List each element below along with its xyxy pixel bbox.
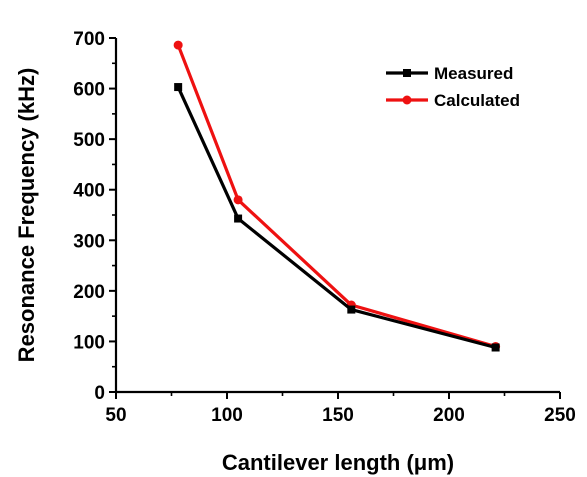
calculated-point [173, 40, 183, 50]
x-tick-label: 100 [211, 405, 243, 426]
measured-point [234, 214, 243, 223]
legend-label-measured: Measured [434, 64, 513, 83]
legend-label-calculated: Calculated [434, 91, 520, 110]
x-tick-label: 250 [544, 405, 576, 426]
legend-marker-measured [403, 69, 411, 77]
y-tick-label: 0 [94, 383, 105, 404]
y-tick-label: 200 [73, 282, 105, 303]
axes: 50 100 150 200 250 0 100 200 300 400 500 600 700 [73, 29, 576, 426]
x-tick-label: 50 [105, 405, 126, 426]
y-tick-label: 300 [73, 231, 105, 252]
series-layer [173, 40, 501, 352]
measured-point [491, 343, 500, 352]
y-tick-label: 500 [73, 130, 105, 151]
legend-marker-calculated [402, 95, 412, 105]
x-axis-title: Cantilever length (μm) [222, 450, 454, 475]
x-tick-label: 200 [433, 405, 465, 426]
measured-point [174, 83, 183, 92]
legend: Measured Calculated [386, 64, 520, 110]
x-tick-label: 150 [322, 405, 354, 426]
measured-line [176, 86, 497, 350]
measured-point [347, 305, 356, 314]
calculated-line [176, 44, 497, 349]
y-axis-title: Resonance Frequency (kHz) [14, 68, 39, 363]
y-tick-label: 700 [73, 29, 105, 50]
y-tick-label: 600 [73, 80, 105, 101]
y-tick-label: 400 [73, 181, 105, 202]
calculated-point [233, 195, 243, 205]
y-tick-label: 100 [73, 332, 105, 353]
